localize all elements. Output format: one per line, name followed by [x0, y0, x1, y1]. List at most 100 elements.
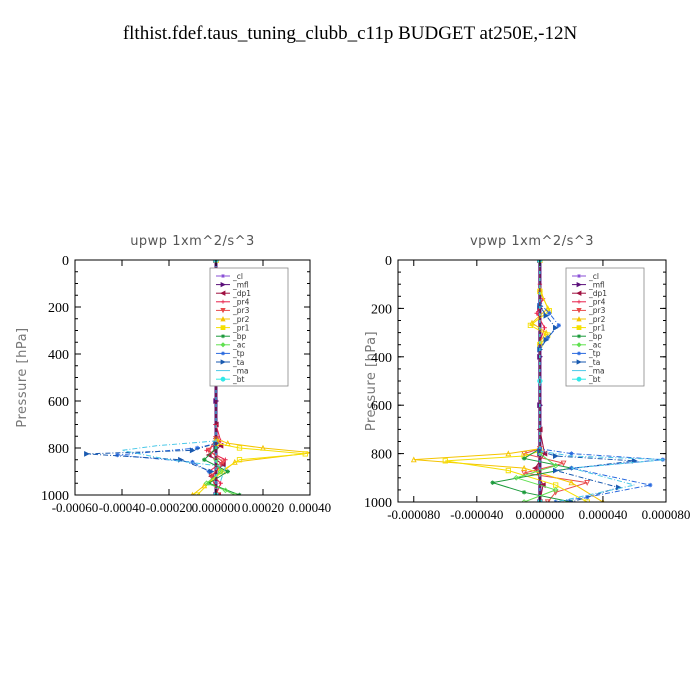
legend-marker-pr4: [221, 299, 225, 304]
series-point-tp: [190, 459, 195, 465]
x-tick-label: -0.00060: [52, 500, 99, 515]
legend-marker-ac: [220, 342, 226, 348]
series-point-tp: [556, 323, 561, 328]
legend-label-tp: _tp: [588, 349, 601, 358]
series-point-ac: [552, 462, 559, 469]
legend-marker-ac: [576, 342, 582, 348]
series-point-tp: [547, 311, 552, 316]
series-point-ac: [521, 499, 527, 502]
legend-marker-pr3: [220, 308, 226, 314]
series-point-pr3: [208, 473, 215, 480]
y-tick-label: 800: [371, 448, 392, 463]
legend-marker-bp: [221, 334, 225, 339]
series-point-pr1: [442, 458, 448, 464]
legend-marker-mfl: [220, 281, 226, 288]
series-point-pr3: [220, 459, 226, 466]
y-tick-label: 1000: [364, 496, 392, 511]
legend-marker-tp: [221, 351, 225, 356]
series-point-pr1: [521, 453, 527, 459]
series-point-pr2: [521, 464, 528, 471]
series-point-ac: [217, 468, 224, 475]
legend-label-ta: _ta: [588, 358, 600, 367]
series-point-ta: [552, 324, 559, 331]
x-tick-label: 0.000000: [192, 500, 241, 515]
series-point-pr1: [552, 482, 559, 488]
series-point-ac: [231, 492, 238, 495]
legend-label-dp1: _dp1: [588, 289, 607, 298]
legend-marker-bt: [220, 376, 226, 382]
y-tick-label: 400: [371, 351, 392, 366]
legend-label-pr4: _pr4: [588, 298, 606, 307]
series-point-pr1: [584, 499, 590, 502]
legend-marker-dp1: [576, 290, 582, 296]
series-point-pr3: [215, 492, 222, 495]
legend-marker-pr2: [576, 316, 582, 322]
legend-label-ac: _ac: [588, 341, 601, 350]
legend-marker-cl: [577, 274, 581, 278]
y-tick-label: 600: [48, 395, 69, 410]
x-tick-label: -0.000080: [387, 507, 440, 522]
legend-marker-pr2: [220, 316, 226, 322]
series-point-ta: [189, 447, 196, 454]
legend-marker-ta: [220, 359, 226, 365]
series-point-bp: [521, 456, 527, 461]
series-point-pr1: [545, 332, 551, 338]
series-point-pr3: [206, 447, 212, 454]
legend-label-pr3: _pr3: [588, 306, 606, 315]
series-point-pr1: [302, 451, 308, 457]
y-axis-label: Pressure [hPa]: [364, 331, 379, 431]
series-point-pr4: [534, 311, 539, 316]
series-point-pr1: [194, 492, 200, 495]
legend-marker-tp: [577, 351, 581, 356]
y-tick-label: 200: [371, 302, 392, 317]
x-tick-label: -0.00020: [146, 500, 193, 515]
legend-marker-dp1: [220, 290, 226, 296]
series-point-bp: [521, 490, 527, 495]
legend-label-pr2: _pr2: [232, 315, 250, 324]
legend-label-pr3: _pr3: [232, 306, 250, 315]
chart-panel-1: upwp 1xm^2/s^3 Pressure [hPa] 0 200 400 600 80…: [15, 234, 331, 515]
chart-panel-2: vpwp 1xm^2/s^3 Pressure [hPa] 0 200 400 600 80…: [364, 234, 690, 522]
legend: _cl_mfl_dp1_pr4_pr3_pr2_pr1_bp_ac_tp_ta_…: [565, 267, 645, 387]
legend-label-ma: _ma: [588, 366, 605, 375]
legend-marker-pr4: [577, 299, 581, 304]
y-tick-label: 200: [48, 301, 69, 316]
legend-label-pr2: _pr2: [588, 315, 606, 324]
y-tick-label: 600: [371, 399, 392, 414]
legend-marker-cl: [221, 274, 225, 278]
x-tick-label: 0.00020: [242, 500, 284, 515]
figure-title: flthist.fdef.taus_tuning_clubb_c11p BUDG…: [123, 23, 578, 44]
panel-title: upwp 1xm^2/s^3: [130, 234, 255, 249]
legend-label-cl: _cl: [588, 272, 599, 281]
series-point-pr2: [568, 479, 575, 486]
legend-label-ac: _ac: [232, 341, 245, 350]
series-point-pr4: [218, 481, 223, 486]
legend-label-cl: _cl: [232, 272, 243, 281]
series-point-ta: [543, 312, 550, 319]
series-point-ac: [513, 474, 520, 481]
legend-label-tp: _tp: [232, 349, 245, 358]
series-point-pr2: [505, 450, 512, 457]
series-point-ta: [552, 453, 559, 459]
series-point-bp: [490, 480, 495, 485]
legend-label-pr1: _pr1: [588, 323, 606, 332]
x-tick-label: 0.00040: [289, 500, 331, 515]
series-point-pr1: [505, 467, 512, 474]
series-point-pr4: [542, 325, 547, 330]
series-point-pr3: [560, 460, 567, 467]
legend-marker-bp: [577, 334, 581, 339]
legend-marker-mfl: [576, 281, 582, 288]
series-point-ac: [203, 480, 210, 487]
series-point-tp: [195, 445, 200, 451]
series-point-tp: [545, 335, 550, 340]
series-point-pr1: [527, 322, 534, 328]
y-tick-label: 400: [48, 348, 69, 363]
legend-label-bt: _bt: [232, 375, 245, 384]
series-point-tp: [115, 452, 120, 458]
x-tick-label: -0.00040: [99, 500, 146, 515]
legend-marker-pr1: [576, 325, 582, 330]
x-tick-label: -0.000040: [450, 507, 503, 522]
series-point-pr1: [236, 445, 243, 451]
x-tick-label: 0.000040: [579, 507, 628, 522]
